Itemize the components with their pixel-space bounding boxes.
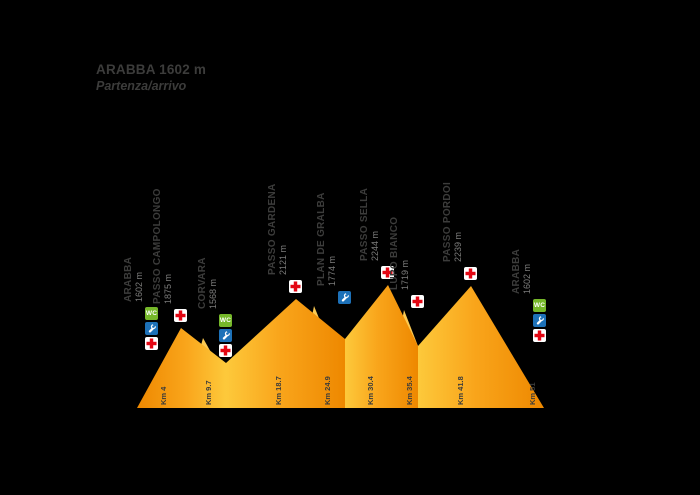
cross-glyph <box>290 281 301 292</box>
station-icons <box>174 309 187 322</box>
station-name: PASSO SELLA <box>359 187 370 261</box>
station-label: ARABBA 1602 m <box>511 248 532 294</box>
station-icons: WC <box>219 314 232 357</box>
station-label: PASSO PORDOI 2239 m <box>442 181 463 262</box>
station-icons <box>338 291 351 304</box>
mountain-segment <box>345 285 418 408</box>
station-elevation: 2121 m <box>278 244 288 275</box>
mountain-segment <box>226 299 345 408</box>
cross-glyph <box>146 338 157 349</box>
first-aid-cross-icon <box>289 280 302 293</box>
station-name: PASSO CAMPOLONGO <box>152 188 163 304</box>
mechanic-wrench-icon <box>338 291 351 304</box>
mechanic-wrench-icon <box>219 329 232 342</box>
mountain-segment <box>418 286 544 408</box>
start-finish-subtitle: Partenza/arrivo <box>96 79 187 93</box>
cross-glyph <box>412 296 423 307</box>
station-name: ARABBA <box>511 248 522 294</box>
wrench-glyph <box>341 292 350 302</box>
station-name: PASSO PORDOI <box>442 181 453 262</box>
station-name: ARABBA <box>123 256 134 302</box>
wrench-glyph <box>148 323 157 333</box>
cross-glyph <box>465 268 476 279</box>
station-label: ARABBA 1602 m <box>123 256 144 302</box>
first-aid-cross-icon <box>145 337 158 350</box>
station-icons: WC <box>145 307 158 350</box>
start-finish-title: ARABBA 1602 m <box>96 62 207 77</box>
mechanic-wrench-icon <box>145 322 158 335</box>
station-icons <box>411 295 424 308</box>
station-elevation: 1875 m <box>163 273 173 304</box>
station-icons <box>381 266 394 279</box>
station-elevation: 2244 m <box>370 230 380 261</box>
station-elevation: 1602 m <box>134 271 144 302</box>
title-block: ARABBA 1602 m Partenza/arrivo <box>96 62 206 93</box>
station-elevation: 2239 m <box>453 231 463 262</box>
station-label: CORVARA 1568 m <box>197 257 218 309</box>
station-elevation: 1774 m <box>327 255 337 286</box>
wc-icon: WC <box>533 299 546 312</box>
first-aid-cross-icon <box>174 309 187 322</box>
wc-label: WC <box>219 317 232 324</box>
station-label: PASSO SELLA 2244 m <box>359 187 380 261</box>
station-name: LUPO BIANCO <box>389 216 400 290</box>
cross-glyph <box>175 310 186 321</box>
station-icons <box>289 280 302 293</box>
station-elevation: 1602 m <box>522 263 532 294</box>
mechanic-wrench-icon <box>533 314 546 327</box>
station-name: PLAN DE GRALBA <box>316 192 327 286</box>
station-icons: WC <box>533 299 546 342</box>
station-name: CORVARA <box>197 257 208 309</box>
cross-glyph <box>534 330 545 341</box>
mountain-segment <box>137 328 226 408</box>
first-aid-cross-icon <box>533 329 546 342</box>
station-label: PASSO GARDENA 2121 m <box>267 183 288 275</box>
wrench-glyph <box>536 315 545 325</box>
cross-glyph <box>220 345 231 356</box>
wc-label: WC <box>145 310 158 317</box>
station-icons <box>464 267 477 280</box>
station-name: PASSO GARDENA <box>267 183 278 275</box>
wc-icon: WC <box>219 314 232 327</box>
wrench-glyph <box>222 330 231 340</box>
station-elevation: 1568 m <box>208 278 218 309</box>
wc-label: WC <box>533 302 546 309</box>
station-elevation: 1719 m <box>400 259 410 290</box>
cross-glyph <box>382 267 393 278</box>
station-label: PLAN DE GRALBA 1774 m <box>316 192 337 286</box>
station-label: LUPO BIANCO 1719 m <box>389 216 410 290</box>
wc-icon: WC <box>145 307 158 320</box>
first-aid-cross-icon <box>464 267 477 280</box>
station-label: PASSO CAMPOLONGO 1875 m <box>152 188 173 304</box>
first-aid-cross-icon <box>381 266 394 279</box>
first-aid-cross-icon <box>411 295 424 308</box>
first-aid-cross-icon <box>219 344 232 357</box>
